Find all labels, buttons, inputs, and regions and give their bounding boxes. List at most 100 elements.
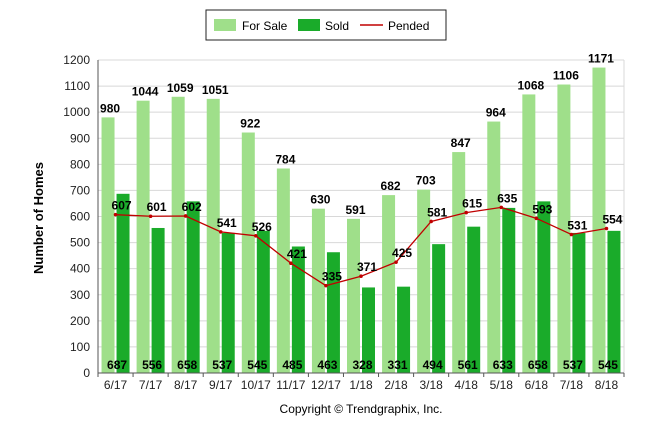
bar-for-sale <box>417 189 431 373</box>
point-pended <box>534 216 539 221</box>
data-label-pended: 541 <box>217 216 237 230</box>
point-pended <box>113 212 118 217</box>
y-tick-label: 700 <box>70 183 90 197</box>
legend-swatch-sold <box>298 19 320 31</box>
data-label-for-sale: 980 <box>100 101 120 115</box>
data-label-pended: 607 <box>112 199 132 213</box>
point-pended <box>218 230 223 234</box>
data-label-pended: 601 <box>147 200 167 214</box>
legend-label-sold: Sold <box>325 19 349 33</box>
data-label-for-sale: 1068 <box>517 78 544 92</box>
bar-for-sale <box>101 117 115 373</box>
pended-series <box>113 205 609 288</box>
data-label-pended: 526 <box>252 220 272 234</box>
x-tick-label: 7/17 <box>139 378 163 392</box>
y-tick-label: 900 <box>70 131 90 145</box>
data-label-sold: 687 <box>107 358 127 372</box>
point-pended <box>394 260 398 264</box>
point-pended <box>254 234 258 238</box>
data-label-pended: 425 <box>392 246 412 260</box>
legend: For Sale Sold Pended <box>205 9 447 41</box>
copyright: Copyright © Trendgraphix, Inc. <box>280 402 443 416</box>
data-label-sold: 545 <box>247 358 267 372</box>
bar-sold <box>467 226 481 373</box>
bar-for-sale <box>592 67 606 374</box>
y-tick-label: 100 <box>70 340 90 354</box>
bar-for-sale <box>311 208 325 373</box>
legend-swatch-for-sale <box>214 19 236 31</box>
bar-sold <box>362 287 375 373</box>
y-tick-label: 600 <box>70 210 90 224</box>
bars <box>101 67 621 374</box>
y-tick-label: 200 <box>70 314 90 328</box>
data-label-pended: 371 <box>357 260 377 274</box>
data-label-sold: 328 <box>352 358 372 372</box>
x-tick-label: 7/18 <box>560 378 584 392</box>
data-label-pended: 635 <box>497 191 517 205</box>
data-label-sold: 561 <box>458 358 478 372</box>
bar-for-sale <box>452 152 466 373</box>
y-tick-label: 400 <box>70 262 90 276</box>
point-pended <box>289 261 293 265</box>
bar-for-sale <box>206 98 220 373</box>
bar-for-sale <box>487 121 501 373</box>
bar-sold <box>537 201 551 373</box>
x-tick-label: 6/18 <box>525 378 549 392</box>
data-label-pended: 615 <box>462 197 482 211</box>
data-label-sold: 463 <box>317 358 337 372</box>
y-tick-label: 500 <box>70 236 90 250</box>
bar-sold <box>256 230 270 373</box>
data-label-sold: 545 <box>598 358 618 372</box>
data-label-pended: 531 <box>567 218 587 232</box>
point-pended <box>499 205 504 210</box>
point-pended <box>604 226 609 231</box>
point-pended <box>464 210 469 215</box>
data-label-sold: 494 <box>423 358 443 372</box>
legend-label-pended: Pended <box>388 19 429 33</box>
bar-sold <box>607 230 621 373</box>
x-tick-label: 8/17 <box>174 378 198 392</box>
data-label-sold: 556 <box>142 358 162 372</box>
bar-sold <box>291 246 305 373</box>
x-tick-label: 6/17 <box>104 378 128 392</box>
y-tick-label: 1200 <box>63 53 90 67</box>
x-axis-ticks: 6/17 7/17 8/17 9/17 10/17 11/17 12/17 1/18 2/18 3… <box>97 373 625 392</box>
point-pended <box>324 283 328 288</box>
x-tick-label: 4/18 <box>455 378 479 392</box>
legend-box <box>205 9 447 41</box>
data-label-sold: 537 <box>212 358 232 372</box>
legend-label-for-sale: For Sale <box>242 19 288 33</box>
bar-for-sale <box>382 195 396 373</box>
data-label-pended: 581 <box>427 205 447 219</box>
bar-for-sale <box>171 96 185 373</box>
bar-for-sale <box>557 84 571 373</box>
data-label-for-sale: 1106 <box>553 69 579 83</box>
x-tick-label: 9/17 <box>209 378 233 392</box>
y-tick-label: 800 <box>70 157 90 171</box>
bar-sold <box>116 193 130 373</box>
data-label-for-sale: 1059 <box>167 81 194 95</box>
y-tick-label: 1100 <box>64 79 90 93</box>
data-label-for-sale: 964 <box>486 106 506 120</box>
data-label-for-sale: 847 <box>451 136 471 150</box>
point-pended <box>183 214 188 218</box>
bar-for-sale <box>136 100 150 373</box>
bar-sold <box>572 232 586 373</box>
data-label-sold: 485 <box>282 358 302 372</box>
point-pended <box>148 214 153 219</box>
data-label-pended: 554 <box>602 212 622 226</box>
x-tick-label: 11/17 <box>276 378 305 392</box>
x-tick-label: 2/18 <box>384 378 408 392</box>
bar-for-sale <box>241 132 255 373</box>
data-label-for-sale: 1044 <box>132 85 159 99</box>
data-label-sold: 658 <box>528 358 548 372</box>
y-axis-label: Number of Homes <box>31 162 46 274</box>
y-axis-ticks: 0 100 200 300 400 500 600 700 800 900 1000 1100 1200 <box>63 53 90 380</box>
data-labels: 980 687 1044 556 1059 658 1051 537 922 545 784 485 6… <box>100 52 623 372</box>
x-tick-label: 8/18 <box>595 378 619 392</box>
bar-for-sale <box>347 218 360 373</box>
data-label-sold: 537 <box>563 358 583 372</box>
x-tick-label: 10/17 <box>241 378 271 392</box>
bar-for-sale <box>276 168 290 373</box>
